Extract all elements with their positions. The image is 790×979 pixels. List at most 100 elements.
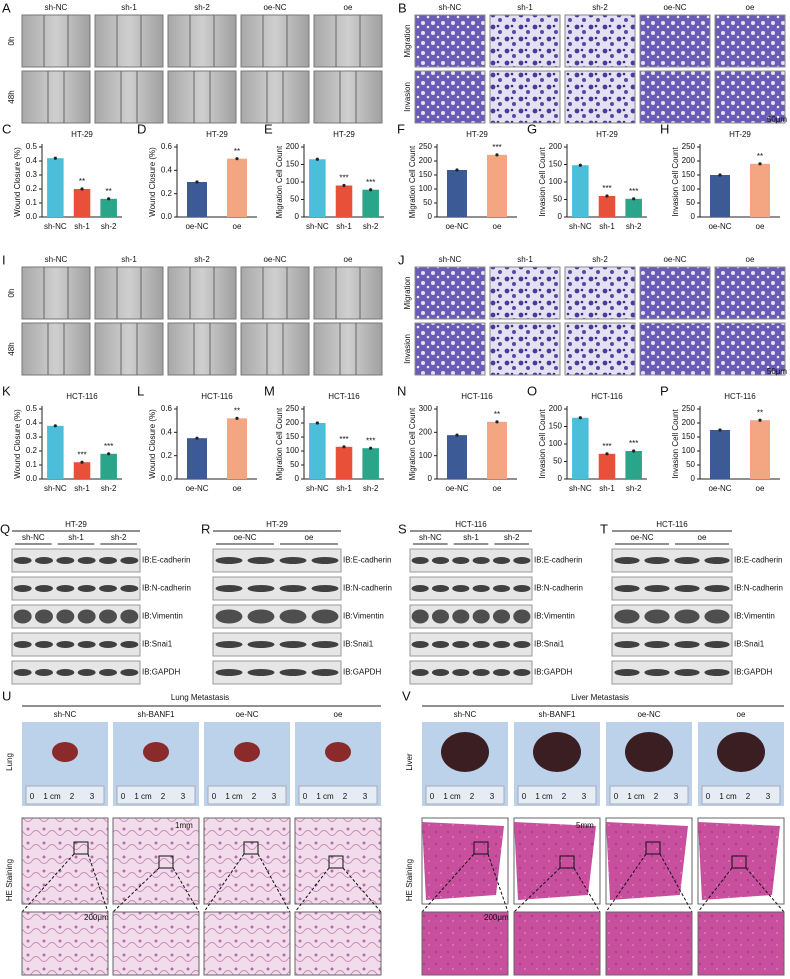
panel-letter: E <box>264 121 273 136</box>
row-label: HE Staining <box>5 859 14 901</box>
bar <box>227 418 247 479</box>
blot-band <box>215 641 243 648</box>
wound-image <box>313 322 383 376</box>
x-tick-label: sh-1 <box>74 222 90 231</box>
column-label: sh-NC <box>45 255 68 264</box>
blot-row-label: IB:GAPDH <box>734 668 772 677</box>
blot-band <box>644 669 670 676</box>
ruler-label: 2 <box>470 792 475 801</box>
ruler-label: 3 <box>582 792 587 801</box>
blot-image <box>212 632 342 657</box>
he-image <box>203 817 291 905</box>
y-tick-label: 0.5 <box>26 404 38 413</box>
x-tick-label: sh-NC <box>44 222 67 231</box>
blot-title: HCT-116 <box>455 520 487 529</box>
y-axis-label: Invasion Cell Count <box>671 147 680 217</box>
transwell-image <box>639 266 711 320</box>
column-label: sh-1 <box>121 3 137 12</box>
transwell-image <box>489 322 561 376</box>
ruler-label: 3 <box>766 792 771 801</box>
y-tick-label: 0.0 <box>26 212 38 221</box>
wound-image <box>167 14 237 68</box>
color-key <box>80 460 84 464</box>
bar <box>598 453 616 479</box>
blot-band <box>99 585 117 592</box>
color-key <box>605 452 609 456</box>
transwell-image <box>714 14 786 68</box>
bar <box>710 175 730 217</box>
blot-band <box>431 641 450 648</box>
blot-row-label: IB:Snai1 <box>734 640 765 649</box>
blot-band <box>513 609 531 624</box>
column-label: oe <box>334 710 343 719</box>
chart-title: HT-29 <box>71 130 93 139</box>
chart-title: HCT-116 <box>724 392 756 401</box>
bar <box>750 163 770 217</box>
group-label: sh-2 <box>504 533 520 542</box>
wound-image <box>94 322 164 376</box>
blot-image <box>212 660 342 685</box>
blot-band <box>411 641 429 648</box>
organ <box>234 742 260 762</box>
x-tick-label: oe-NC <box>445 222 468 231</box>
transwell-image <box>414 70 486 124</box>
wound-image <box>21 322 91 376</box>
y-tick-label: 150 <box>682 432 696 441</box>
panel-letter: G <box>527 121 537 136</box>
blot-title: HT-29 <box>65 520 87 529</box>
x-tick-label: sh-2 <box>363 222 379 231</box>
zoom-image <box>294 911 382 976</box>
row-label: Invasion <box>403 334 412 364</box>
zoom-line <box>21 853 75 913</box>
row-label: Lung <box>5 753 14 771</box>
column-label: oe-NC <box>663 255 686 264</box>
y-tick-label: 0.4 <box>26 418 38 427</box>
ruler-label: 2 <box>70 792 75 801</box>
y-axis-label: Migration Cell Count <box>408 407 417 480</box>
color-key <box>455 168 459 172</box>
x-tick-label: sh-NC <box>306 222 329 231</box>
significance: *** <box>339 174 348 183</box>
significance: ** <box>79 177 85 186</box>
blot-band <box>35 557 53 564</box>
blot-band <box>452 609 470 624</box>
color-key <box>495 420 499 424</box>
blot-row-label: IB:N-cadherin <box>734 584 783 593</box>
chart-title: HT-29 <box>596 130 618 139</box>
blot-row-label: IB:Vimentin <box>734 612 775 621</box>
ruler-label: 1 cm <box>535 792 553 801</box>
y-tick-label: 50 <box>290 195 299 204</box>
blot-band <box>411 609 429 624</box>
y-tick-label: 0 <box>691 212 696 221</box>
y-tick-label: 0 <box>295 474 300 483</box>
transwell-image <box>639 14 711 68</box>
ruler-label: 0 <box>706 792 711 801</box>
blot-band <box>311 557 339 564</box>
column-label: sh-1 <box>121 255 137 264</box>
y-tick-label: 50 <box>290 460 299 469</box>
zoom-line <box>203 853 245 913</box>
group-label: sh-1 <box>463 533 479 542</box>
x-tick-label: sh-1 <box>599 222 615 231</box>
wound-image <box>167 70 237 124</box>
significance: *** <box>366 436 375 445</box>
y-tick-label: 0 <box>558 212 563 221</box>
panel-letter: F <box>397 121 405 136</box>
transwell-image <box>564 70 636 124</box>
color-key <box>578 416 582 420</box>
transwell-image <box>564 14 636 68</box>
scale-bar-label: 1mm <box>175 821 193 830</box>
column-label: sh-2 <box>592 255 608 264</box>
x-tick-label: oe <box>756 484 765 493</box>
blot-band <box>279 585 307 592</box>
blot-band <box>644 557 670 564</box>
y-tick-label: 50 <box>686 460 695 469</box>
blot-band <box>513 641 531 648</box>
x-tick-label: oe <box>493 222 502 231</box>
ruler-label: 1 cm <box>719 792 737 801</box>
transwell-image <box>564 266 636 320</box>
ruler-label: 2 <box>562 792 567 801</box>
blot-band <box>56 641 75 648</box>
organ <box>52 742 78 762</box>
blot-band <box>614 557 640 564</box>
